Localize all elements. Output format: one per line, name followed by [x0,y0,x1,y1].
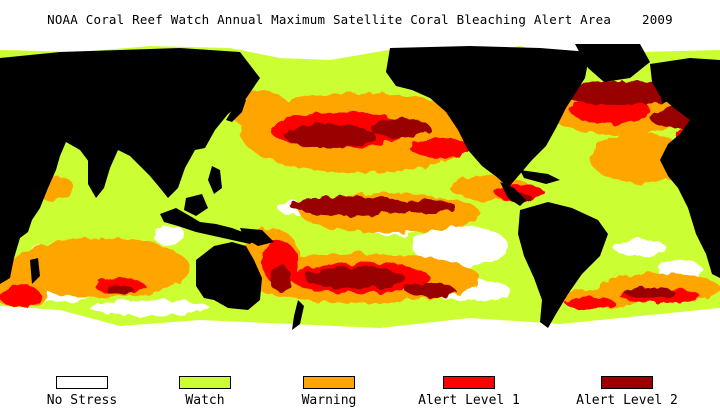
legend-item-watch: Watch [140,376,270,408]
legend-swatch-watch [179,376,231,389]
south-america-land [518,202,608,328]
legend-swatch-warning [303,376,355,389]
japan-land [226,96,246,122]
madagascar-land [30,258,40,284]
legend-item-alert-level-2: Alert Level 2 [562,376,692,408]
uk-land [660,86,670,104]
borneo-land [184,194,208,216]
legend: No Stress Watch Warning Alert Level 1 Al… [0,376,720,411]
legend-swatch-alert-level-1 [443,376,495,389]
philippines-land [208,166,222,194]
legend-item-warning: Warning [264,376,394,408]
new-zealand-land [292,300,304,330]
legend-label-watch: Watch [185,393,225,408]
indonesia-land [160,208,258,244]
india-land [88,160,110,198]
caribbean-islands [520,170,560,184]
north-america-land [386,46,590,188]
legend-swatch-alert-level-2 [601,376,653,389]
legend-item-alert-level-1: Alert Level 1 [404,376,534,408]
eurasia-africa-land [0,48,260,284]
europe-africa-land-east [650,58,720,278]
legend-label-no-stress: No Stress [46,393,118,408]
arctic-ice [0,38,720,60]
legend-item-no-stress: No Stress [17,376,147,408]
map-title: NOAA Coral Reef Watch Annual Maximum Sat… [47,12,673,27]
central-america-land [500,182,526,206]
legend-swatch-no-stress [56,376,108,389]
landmasses [0,44,720,330]
australia-land [196,242,262,310]
antarctic-ice [0,306,720,370]
greenland-land [575,44,650,82]
new-guinea-land [240,228,274,246]
legend-label-alert-level-1: Alert Level 1 [418,393,520,408]
legend-label-alert-level-2: Alert Level 2 [576,393,678,408]
bleaching-alert-map [0,38,720,370]
legend-label-warning: Warning [301,393,357,408]
